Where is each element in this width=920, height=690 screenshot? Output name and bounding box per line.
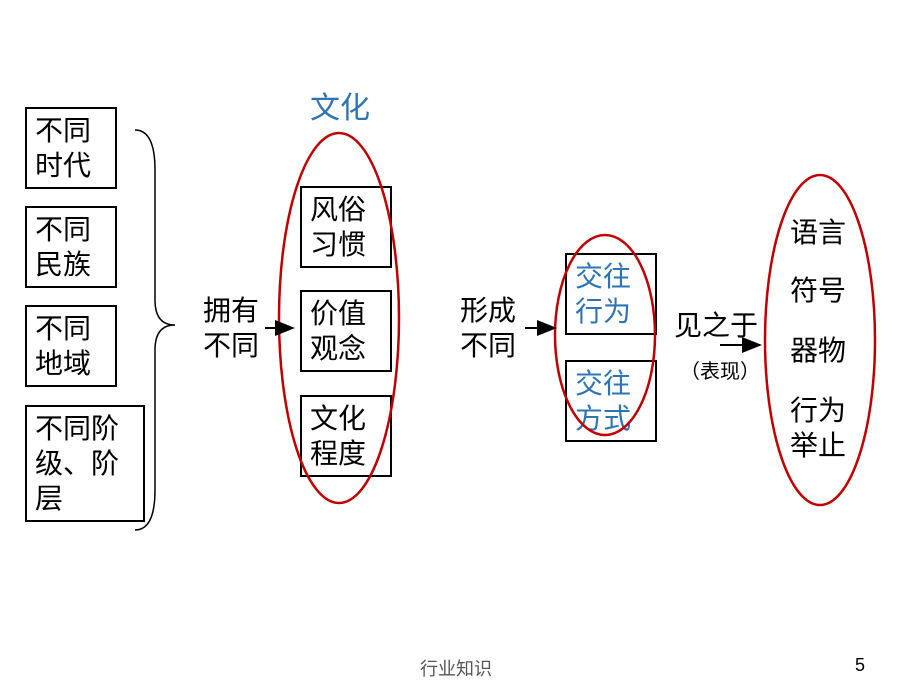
box-education: 文化 程度 bbox=[300, 395, 392, 477]
result-object: 器物 bbox=[790, 333, 846, 368]
label-have-different: 拥有 不同 bbox=[203, 293, 259, 363]
box-nation: 不同 民族 bbox=[25, 206, 117, 288]
title-culture: 文化 bbox=[310, 90, 370, 128]
box-region: 不同 地域 bbox=[25, 305, 117, 387]
result-symbol: 符号 bbox=[790, 273, 846, 308]
box-custom: 风俗 习惯 bbox=[300, 186, 392, 268]
footer-text: 行业知识 bbox=[420, 655, 492, 681]
box-behavior: 交往 行为 bbox=[565, 253, 657, 335]
box-method: 交往 方式 bbox=[565, 360, 657, 442]
box-values: 价值 观念 bbox=[300, 290, 392, 372]
label-express: （表现） bbox=[680, 360, 760, 385]
label-form-different: 形成 不同 bbox=[460, 293, 516, 363]
box-era: 不同 时代 bbox=[25, 107, 117, 189]
result-behavior: 行为 举止 bbox=[790, 393, 846, 463]
page-number: 5 bbox=[855, 655, 865, 676]
label-seen-in: 见之于 bbox=[674, 308, 758, 343]
box-class: 不同阶 级、阶 层 bbox=[25, 405, 145, 522]
result-language: 语言 bbox=[790, 215, 846, 250]
